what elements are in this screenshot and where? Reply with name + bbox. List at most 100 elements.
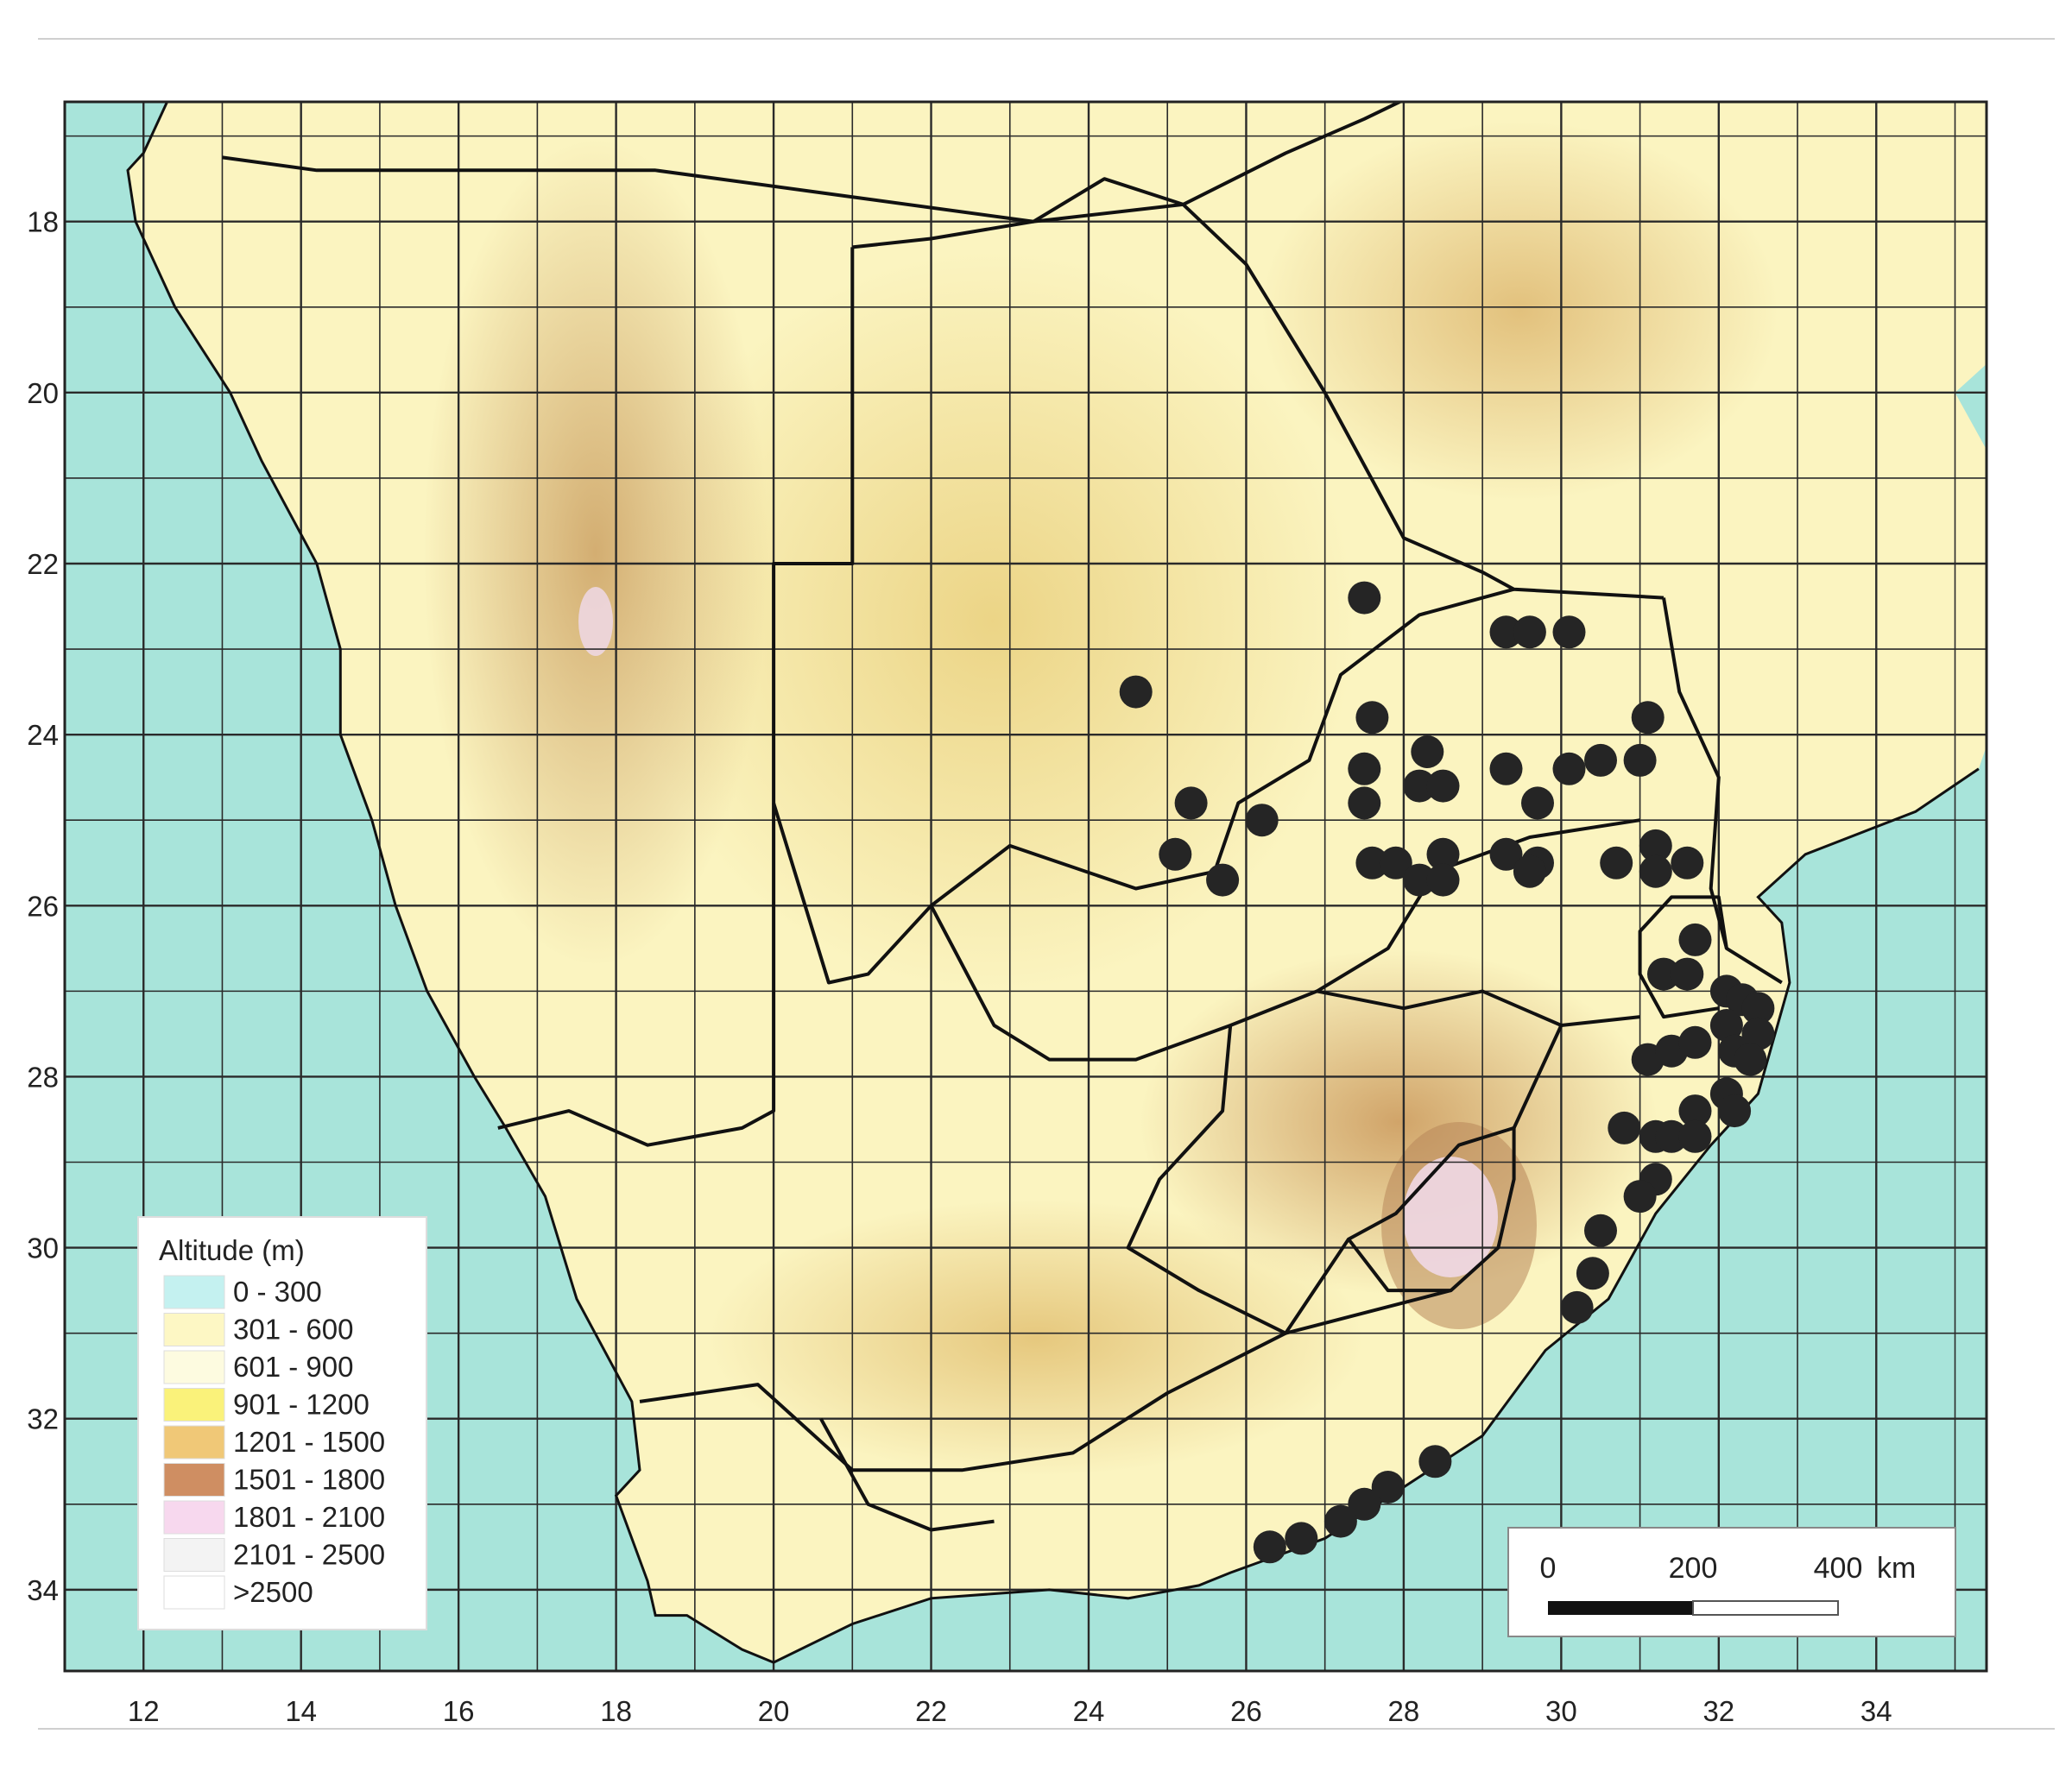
legend-item-label: 1201 - 1500 [233,1426,385,1458]
record-marker [1285,1522,1318,1555]
legend-item-label: 1501 - 1800 [233,1464,385,1496]
record-marker [1552,752,1586,785]
x-tick-label: 20 [758,1695,790,1727]
record-marker [1678,1119,1712,1153]
record-marker [1655,1119,1689,1153]
legend-item-label: 0 - 300 [233,1276,322,1308]
y-tick-label: 30 [27,1233,59,1264]
x-tick-label: 22 [915,1695,947,1727]
x-tick-label: 18 [600,1695,632,1727]
legend-swatch [163,1388,225,1422]
record-marker [1159,837,1192,871]
legend-swatch [163,1575,225,1610]
x-tick-label: 24 [1073,1695,1105,1727]
legend-swatch [163,1275,225,1309]
x-tick-label: 32 [1702,1695,1734,1727]
scale-bar-labels: 0 200 400 [1540,1552,1863,1585]
scale-tick-label: 200 [1669,1552,1718,1585]
zimbabwe-plateau-relief [1260,121,1778,501]
namibia-peaks [578,587,613,656]
x-tick-label: 30 [1545,1695,1577,1727]
legend-swatch [163,1538,225,1572]
legend-item-label: 601 - 900 [233,1351,353,1383]
y-tick-label: 34 [27,1574,59,1606]
border-line [772,587,1515,985]
legend-swatch [163,1425,225,1460]
legend-item-label: >2500 [233,1576,313,1608]
record-marker [1678,923,1712,956]
top-rule [38,38,2055,40]
record-marker [1348,752,1381,785]
record-marker [1734,1043,1767,1076]
legend-swatch [163,1463,225,1497]
record-marker [1371,1471,1405,1504]
record-marker [1552,615,1586,649]
scale-bar: 0 200 400 km [1507,1527,1956,1637]
legend-item-label: 2101 - 2500 [233,1539,385,1571]
record-marker [1418,1445,1452,1479]
record-marker [1403,769,1437,803]
record-marker [1623,1180,1657,1214]
karoo-relief [708,1200,1364,1476]
record-marker [1348,786,1381,820]
border-line [852,177,1665,600]
border-line [1512,1025,1563,1129]
record-marker [1521,786,1554,820]
record-marker [1426,837,1460,871]
record-marker [1741,992,1775,1025]
y-tick-label: 26 [27,890,59,922]
x-tick-label: 16 [443,1695,475,1727]
record-marker [1639,829,1672,862]
record-marker [1741,1017,1775,1050]
namibia-highland-relief [423,138,768,967]
record-marker [1426,769,1460,803]
legend-item-label: 301 - 600 [233,1314,353,1346]
record-marker [1647,957,1680,991]
scale-bar-open-segment [1692,1600,1839,1616]
record-marker [1253,1530,1286,1564]
record-marker [1379,846,1412,880]
scale-bar-filled-segment [1548,1601,1693,1615]
record-marker [1608,1111,1641,1144]
coastline [126,102,1980,1664]
record-marker [1513,615,1546,649]
scale-tick-label: 0 [1540,1552,1557,1585]
scale-tick-label: 400 [1814,1552,1863,1585]
border-line [639,1289,1452,1472]
y-tick-label: 22 [27,548,59,580]
record-marker [1489,837,1523,871]
legend-title: Altitude (m) [159,1234,305,1266]
record-marker [1560,1290,1594,1324]
record-marker [1678,1094,1712,1128]
record-marker [1576,1257,1609,1290]
y-tick-label: 24 [27,719,59,751]
record-marker [1489,615,1523,649]
border-line [222,155,1184,224]
x-tick-label: 12 [128,1695,160,1727]
y-tick-label: 18 [27,206,59,238]
record-marker [1709,1009,1743,1042]
record-marker [1323,1504,1357,1538]
y-tick-label: 28 [27,1061,59,1093]
bottom-rule [38,1728,2055,1730]
record-marker [1584,743,1617,777]
legend-items: 0 - 300 301 - 600 601 - 900 901 - 1200 1201 … [163,1275,385,1610]
x-tick-label: 34 [1860,1695,1892,1727]
record-marker [1403,863,1437,897]
record-marker [1623,743,1657,777]
kalahari-relief [630,250,1355,993]
record-marker [1206,863,1240,897]
border-line [1347,1125,1516,1293]
record-marker [1671,846,1704,880]
border-line [929,905,1640,1062]
border-line [1662,597,1783,985]
y-tick-label: 32 [27,1403,59,1435]
record-marker [1718,1094,1752,1128]
border-line [819,1417,995,1532]
x-tick-label: 14 [285,1695,317,1727]
record-marker [1348,581,1381,615]
record-marker [1631,701,1665,735]
x-tick-label: 28 [1388,1695,1420,1727]
legend-swatch [163,1350,225,1384]
